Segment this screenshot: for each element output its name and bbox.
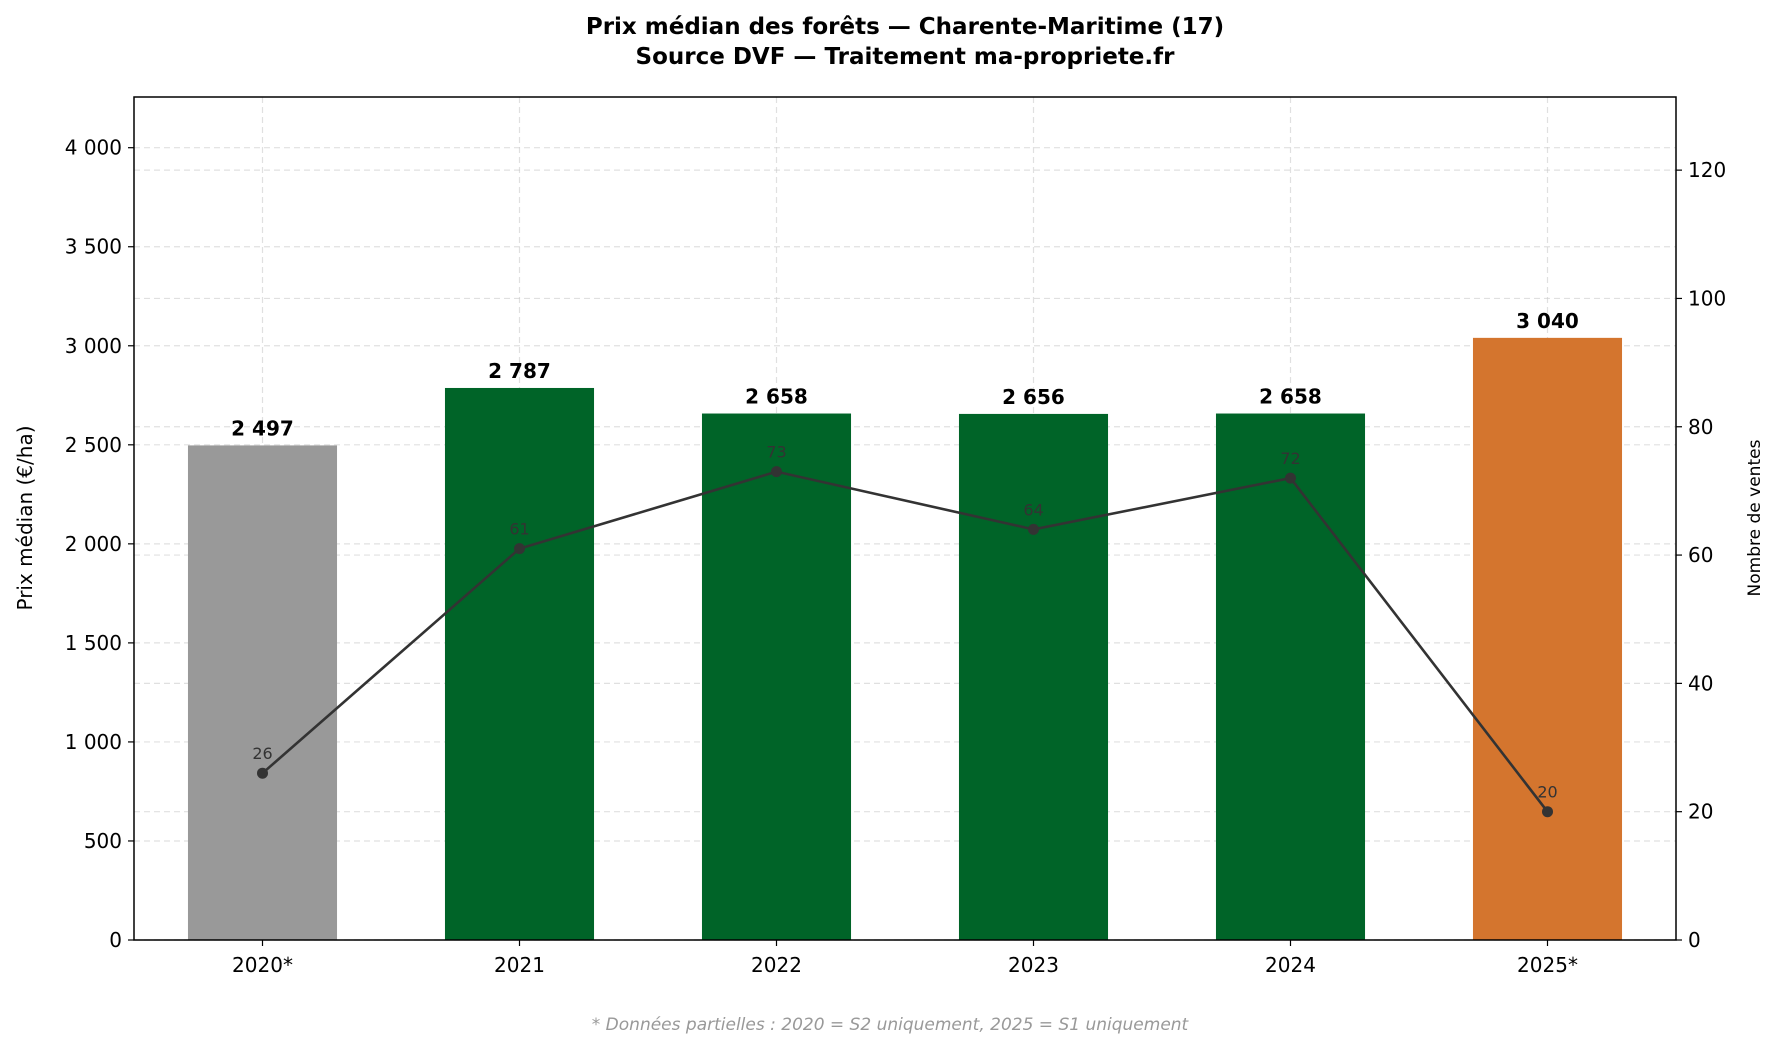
bar (958, 413, 1109, 940)
sales-line: 26 61 73 64 72 20 (252, 443, 1558, 818)
axes: 0 500 1 000 1 500 2 000 2 500 3 000 3 500 4 000 0… (65, 96, 1726, 977)
bar-value-label: 3 040 (1516, 309, 1579, 333)
bar (187, 445, 338, 940)
sales-point (257, 767, 268, 779)
bar-value-label: 2 497 (231, 416, 294, 440)
bar-value-label: 2 787 (488, 359, 551, 383)
x-tick-label: 2024 (1265, 953, 1316, 977)
y-tick-label: 2 000 (65, 532, 122, 556)
x-tick-label: 2021 (494, 953, 545, 977)
sales-point (514, 543, 525, 555)
x-tick-label: 2022 (751, 953, 802, 977)
bar (701, 413, 852, 941)
grid (134, 97, 1676, 941)
bar-value-label: 2 658 (745, 385, 808, 409)
footnote: * Données partielles : 2020 = S2 uniquem… (592, 1015, 1190, 1035)
sales-value-label: 72 (1280, 449, 1300, 468)
bars: 2 497 2 787 2 658 2 656 2 658 3 040 (187, 309, 1623, 941)
sales-point (1542, 806, 1553, 818)
plot-frame (133, 96, 1677, 941)
y2-tick-label: 60 (1688, 543, 1713, 567)
chart-subtitle: Source DVF — Traitement ma-propriete.fr (636, 44, 1176, 70)
bar-value-label: 2 656 (1002, 385, 1065, 409)
y-axis-label: Prix médian (€/ha) (13, 425, 37, 610)
y2-tick-label: 120 (1688, 158, 1726, 182)
y-tick-label: 500 (84, 829, 122, 853)
sales-value-label: 26 (252, 744, 272, 763)
y-tick-label: 3 500 (65, 235, 122, 259)
y-tick-label: 2 500 (65, 433, 122, 457)
sales-value-label: 64 (1023, 500, 1043, 519)
sales-value-label: 73 (766, 443, 786, 462)
chart-title: Prix médian des forêts — Charente-Mariti… (586, 14, 1224, 40)
y2-tick-label: 20 (1688, 800, 1713, 824)
y-tick-label: 1 000 (65, 730, 122, 754)
x-tick-label: 2020* (232, 953, 293, 977)
sales-point (1028, 523, 1039, 535)
sales-polyline (261, 470, 1549, 813)
sales-point (1285, 472, 1296, 484)
y2-axis-label: Nombre de ventes (1745, 439, 1765, 596)
sales-value-label: 61 (509, 520, 529, 539)
bar (1215, 413, 1366, 941)
sales-point (771, 466, 782, 478)
y-tick-label: 4 000 (65, 136, 122, 160)
y-tick-label: 3 000 (65, 334, 122, 358)
x-tick-label: 2023 (1008, 953, 1059, 977)
y2-tick-label: 100 (1688, 286, 1726, 310)
y-tick-label: 1 500 (65, 631, 122, 655)
y2-tick-label: 40 (1688, 671, 1713, 695)
y2-tick-label: 0 (1688, 928, 1701, 952)
y2-tick-label: 80 (1688, 415, 1713, 439)
bar (1472, 337, 1623, 940)
bar-value-label: 2 658 (1259, 385, 1322, 409)
bar (444, 387, 595, 940)
sales-value-label: 20 (1537, 783, 1557, 802)
y-tick-label: 0 (109, 928, 122, 952)
x-tick-label: 2025* (1517, 953, 1578, 977)
